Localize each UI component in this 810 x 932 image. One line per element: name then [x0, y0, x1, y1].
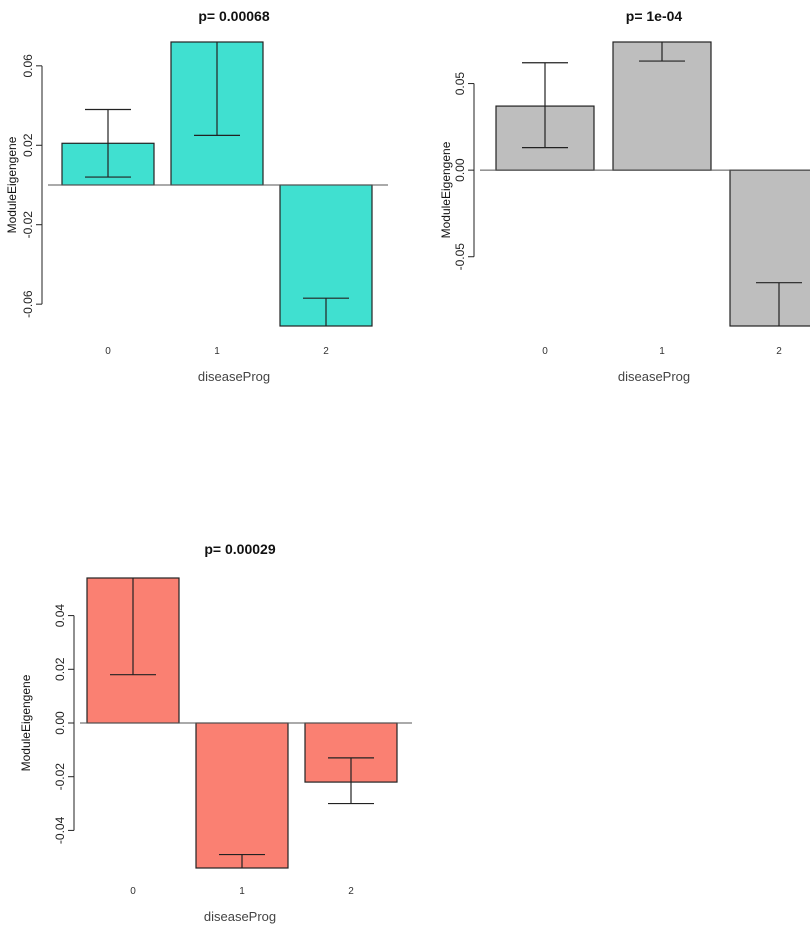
bar-1 [195, 722, 289, 869]
x-axis-label: diseaseProg [204, 909, 276, 924]
y-tick-label: 0.04 [53, 604, 67, 628]
chart-title: p= 1e-04 [626, 8, 683, 24]
x-axis-label: diseaseProg [618, 369, 690, 384]
x-category-label: 0 [542, 346, 548, 357]
x-category-label: 2 [323, 346, 329, 357]
x-category-label: 2 [348, 886, 354, 897]
x-category-label: 1 [239, 886, 245, 897]
bar-2 [729, 169, 810, 327]
chart-title: p= 0.00029 [204, 541, 275, 557]
y-tick-label: 0.00 [53, 711, 67, 735]
x-category-label: 1 [214, 346, 220, 357]
x-category-label: 2 [776, 346, 782, 357]
y-tick-label: 0.00 [453, 158, 467, 182]
y-axis-label: ModuleEigengene [439, 141, 453, 238]
y-tick-label: 0.05 [453, 72, 467, 96]
x-category-label: 1 [659, 346, 665, 357]
y-tick-label: -0.04 [53, 816, 67, 844]
y-tick-label: 0.06 [21, 54, 35, 78]
y-tick-label: -0.06 [21, 290, 35, 318]
y-tick-label: -0.02 [21, 211, 35, 239]
x-axis-label: diseaseProg [198, 369, 270, 384]
chart-title: p= 0.00068 [198, 8, 269, 24]
y-tick-label: -0.02 [53, 763, 67, 791]
y-axis-label: ModuleEigengene [19, 674, 33, 771]
x-category-label: 0 [105, 346, 111, 357]
bar-1 [612, 41, 712, 171]
y-axis-label: ModuleEigengene [5, 136, 19, 233]
x-category-label: 0 [130, 886, 136, 897]
y-tick-label: 0.02 [21, 133, 35, 157]
y-tick-label: -0.05 [453, 243, 467, 271]
y-tick-label: 0.02 [53, 657, 67, 681]
